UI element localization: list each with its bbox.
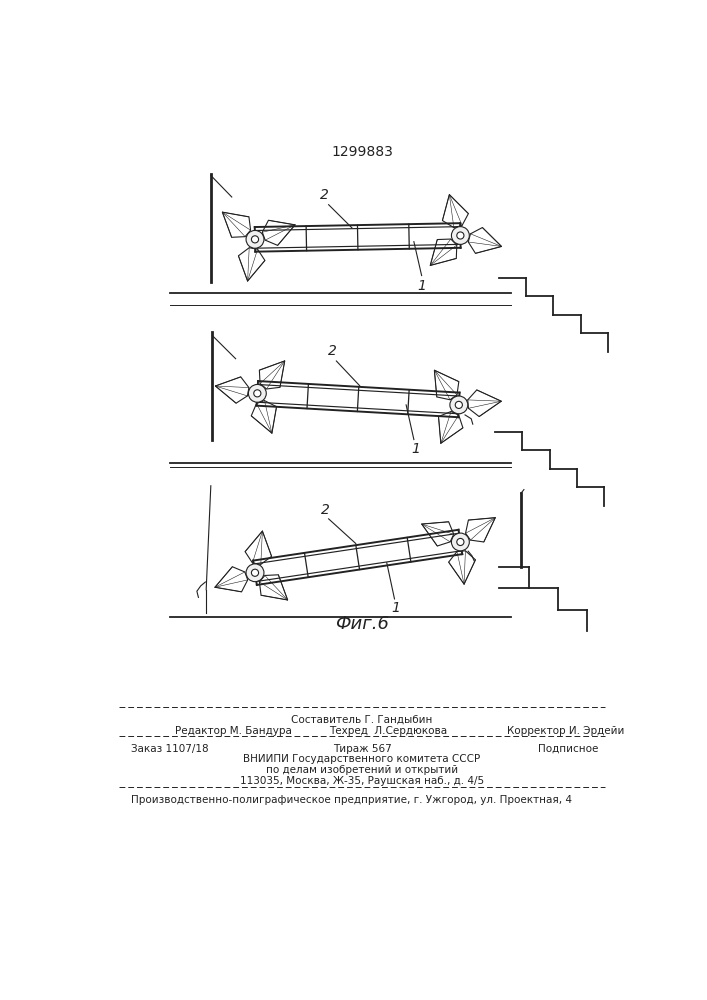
Text: 2: 2 xyxy=(321,503,330,517)
Circle shape xyxy=(252,236,259,243)
Text: Подписное: Подписное xyxy=(538,744,598,754)
Text: Составитель Г. Гандыбин: Составитель Г. Гандыбин xyxy=(291,714,433,724)
Circle shape xyxy=(246,230,264,248)
Text: 1: 1 xyxy=(392,601,400,615)
Text: 113035, Москва, Ж-35, Раушская наб., д. 4/5: 113035, Москва, Ж-35, Раушская наб., д. … xyxy=(240,776,484,786)
Text: ВНИИПИ Государственного комитета СССР: ВНИИПИ Государственного комитета СССР xyxy=(243,754,481,764)
Text: Фиг.6: Фиг.6 xyxy=(335,615,389,633)
Text: 1: 1 xyxy=(417,279,426,293)
Text: Производственно-полиграфическое предприятие, г. Ужгород, ул. Проектная, 4: Производственно-полиграфическое предприя… xyxy=(131,795,572,805)
Circle shape xyxy=(452,533,469,551)
Text: Заказ 1107/18: Заказ 1107/18 xyxy=(131,744,209,754)
Text: Тираж 567: Тираж 567 xyxy=(332,744,392,754)
Circle shape xyxy=(254,390,261,397)
Circle shape xyxy=(246,564,264,582)
Circle shape xyxy=(450,396,468,414)
Circle shape xyxy=(457,232,464,239)
Circle shape xyxy=(248,384,267,402)
Text: 2: 2 xyxy=(320,188,329,202)
Circle shape xyxy=(452,227,469,244)
Text: 2: 2 xyxy=(328,344,337,358)
Circle shape xyxy=(252,569,259,576)
Circle shape xyxy=(457,538,464,546)
Text: по делам изобретений и открытий: по делам изобретений и открытий xyxy=(266,765,458,775)
Text: 1: 1 xyxy=(411,442,420,456)
Text: Корректор И. Эрдейи: Корректор И. Эрдейи xyxy=(507,726,624,736)
Circle shape xyxy=(455,401,462,408)
Text: Техред  Л.Сердюкова: Техред Л.Сердюкова xyxy=(329,726,447,736)
Text: 1299883: 1299883 xyxy=(331,145,393,159)
Text: Редактор М. Бандура: Редактор М. Бандура xyxy=(175,726,292,736)
